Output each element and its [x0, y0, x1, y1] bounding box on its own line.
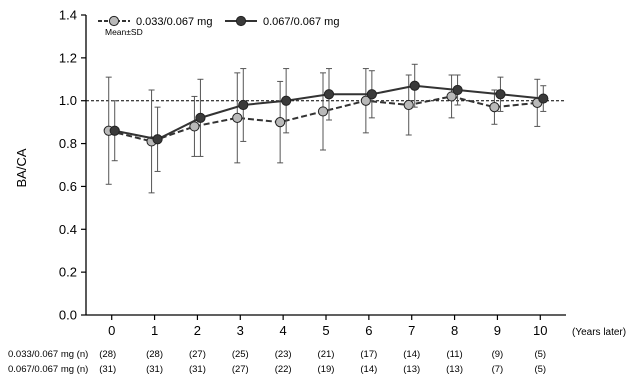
mean-sd-note: Mean±SD	[105, 27, 143, 37]
y-tick-label: 0.6	[59, 179, 77, 194]
table-cell: (28)	[99, 349, 117, 360]
table-cell: (31)	[146, 364, 164, 375]
data-point	[152, 134, 163, 145]
data-point	[409, 80, 420, 91]
data-point	[317, 106, 329, 117]
data-point	[275, 117, 286, 128]
legend-label: 0.067/0.067 mg	[263, 16, 339, 28]
y-tick-label: 1.0	[59, 93, 77, 108]
table-cell: (14)	[360, 364, 378, 375]
table-cell: (13)	[403, 364, 421, 375]
y-tick-label: 0.8	[59, 136, 77, 151]
data-point	[232, 112, 243, 123]
series-2	[109, 63, 549, 172]
legend-label: 0.033/0.067 mg	[136, 16, 212, 28]
data-point	[323, 89, 335, 100]
legend: 0.033/0.067 mg 0.067/0.067 mg	[98, 15, 339, 28]
series-1	[103, 68, 543, 194]
table-row1-label: 0.033/0.067 mg (n)	[8, 349, 89, 360]
data-point	[452, 84, 463, 96]
data-point	[403, 99, 414, 111]
table-cell: (31)	[188, 364, 206, 375]
table-cell: (5)	[534, 364, 547, 375]
table-cell: (11)	[446, 349, 463, 360]
table-cell: (23)	[274, 349, 292, 360]
y-tick-label: 0.0	[59, 308, 77, 323]
x-tick-label: 6	[365, 323, 372, 338]
data-point	[538, 93, 549, 104]
y-tick-label: 0.2	[59, 265, 77, 280]
table-cell: (13)	[446, 364, 464, 375]
table-cell: (28)	[146, 349, 164, 360]
table-cell: (14)	[403, 349, 421, 360]
series-group	[103, 63, 549, 194]
axes: 0.0 0.2 0.4 0.6 0.8 1.0 1.2 1.4 0 1 2 3 4 5 6 7 8 9 10	[59, 8, 566, 338]
table-cell: (27)	[231, 364, 249, 375]
y-tick-label: 1.2	[59, 50, 77, 65]
table-cell: (19)	[317, 364, 335, 375]
x-tick-label: 9	[494, 323, 501, 338]
data-point	[495, 89, 506, 100]
legend-marker	[108, 15, 120, 27]
table-cell: (27)	[188, 349, 206, 360]
table-cell: (17)	[360, 349, 378, 360]
data-point	[109, 125, 120, 136]
x-tick-label: 10	[533, 323, 547, 338]
data-point	[238, 99, 249, 111]
y-tick-label: 0.4	[59, 222, 77, 237]
x-tick-label: 3	[237, 323, 244, 338]
x-tick-label: 1	[151, 323, 158, 338]
x-tick-label: 5	[322, 323, 329, 338]
x-tick-label: 8	[451, 323, 458, 338]
x-tick-label: 0	[108, 323, 115, 338]
data-point	[281, 95, 292, 106]
x-tick-label: 4	[280, 323, 287, 338]
table-cell: (31)	[99, 364, 117, 375]
table-cell: (22)	[274, 364, 292, 375]
table-cell: (7)	[491, 364, 504, 375]
table-cell: (21)	[317, 349, 335, 360]
x-axis-label: (Years later)	[572, 327, 626, 338]
data-point	[195, 112, 206, 123]
table-row2-label: 0.067/0.067 mg (n)	[8, 364, 89, 375]
table-cell: (25)	[231, 349, 249, 360]
data-point	[366, 89, 377, 100]
data-point	[360, 95, 371, 106]
table-cell: (9)	[491, 349, 504, 360]
legend-marker	[235, 15, 247, 27]
y-tick-label: 1.4	[59, 8, 77, 23]
x-tick-label: 7	[408, 323, 415, 338]
table-cell: (5)	[534, 349, 547, 360]
data-point	[489, 102, 500, 113]
x-tick-label: 2	[194, 323, 201, 338]
y-axis-label: BA/CA	[14, 148, 29, 187]
data-point	[446, 91, 457, 102]
